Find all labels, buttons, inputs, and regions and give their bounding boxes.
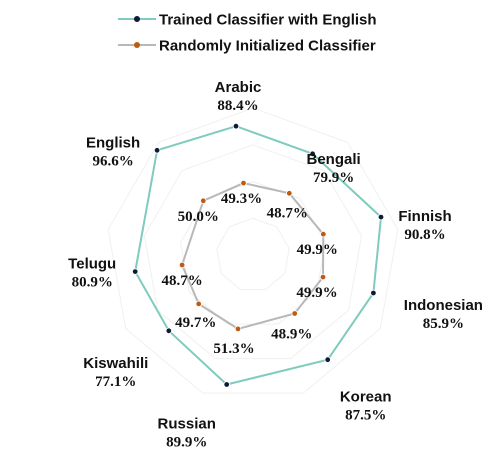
trained-value-indonesian: 85.9%: [423, 316, 464, 332]
random-value-arabic: 49.3%: [221, 191, 262, 207]
random-value-english: 50.0%: [178, 209, 219, 225]
radar-series: [131, 122, 385, 388]
radar-labels: Arabic 88.4% Bengali 79.9% Finnish 90.8% Indon…: [68, 79, 483, 450]
axis-label-russian: Russian: [158, 416, 216, 433]
trained-point-bengali: [309, 150, 316, 157]
random-point-arabic: [240, 179, 247, 187]
grid-ring-4: [107, 107, 399, 394]
legend-label-random: Randomly Initialized Classifier: [159, 38, 376, 55]
legend: Trained Classifier with English Randomly …: [118, 12, 377, 55]
axis-label-english: English: [86, 134, 140, 151]
legend-label-trained: Trained Classifier with English: [159, 12, 377, 29]
legend-marker-random: [134, 42, 140, 48]
axis-label-korean: Korean: [340, 389, 392, 406]
random-series-line: [181, 182, 325, 330]
trained-value-arabic: 88.4%: [217, 98, 258, 114]
trained-point-arabic: [232, 122, 240, 130]
trained-value-english: 96.6%: [92, 153, 133, 169]
grid-ring-1: [216, 217, 290, 290]
trained-value-russian: 89.9%: [166, 435, 207, 451]
axis-label-kiswahili: Kiswahili: [83, 355, 148, 372]
axis-label-bengali: Bengali: [307, 151, 361, 168]
trained-point-english: [153, 147, 161, 154]
random-value-russian: 51.3%: [213, 341, 254, 357]
random-point-korean: [291, 310, 298, 317]
random-point-bengali: [286, 190, 293, 197]
random-value-indonesian: 49.9%: [296, 285, 337, 301]
trained-point-telugu: [131, 268, 139, 275]
axis-label-finnish: Finnish: [398, 208, 451, 225]
trained-point-finnish: [377, 213, 385, 221]
random-value-finnish: 49.9%: [297, 242, 338, 258]
trained-series-line: [134, 125, 383, 386]
random-point-kiswahili: [195, 300, 202, 308]
random-point-finnish: [320, 230, 327, 238]
axis-label-indonesian: Indonesian: [404, 297, 483, 314]
random-value-telugu: 48.7%: [161, 273, 202, 289]
trained-value-bengali: 79.9%: [313, 170, 354, 186]
random-point-russian: [234, 325, 242, 333]
trained-point-kiswahili: [165, 327, 172, 334]
random-point-telugu: [178, 261, 186, 269]
trained-point-korean: [324, 356, 331, 363]
axis-label-arabic: Arabic: [215, 79, 262, 96]
axis-label-telugu: Telugu: [68, 256, 116, 273]
random-value-korean: 48.9%: [271, 327, 312, 343]
random-value-kiswahili: 49.7%: [175, 315, 216, 331]
trained-value-korean: 87.5%: [345, 408, 386, 424]
random-point-indonesian: [319, 273, 327, 281]
trained-value-finnish: 90.8%: [404, 227, 445, 243]
random-value-bengali: 48.7%: [267, 205, 308, 221]
grid-ring-3: [143, 144, 363, 360]
trained-value-telugu: 80.9%: [72, 275, 113, 291]
trained-value-kiswahili: 77.1%: [95, 374, 136, 390]
legend-marker-trained: [134, 16, 140, 22]
random-point-english: [200, 197, 207, 204]
trained-point-russian: [223, 381, 230, 388]
trained-point-indonesian: [370, 289, 377, 297]
